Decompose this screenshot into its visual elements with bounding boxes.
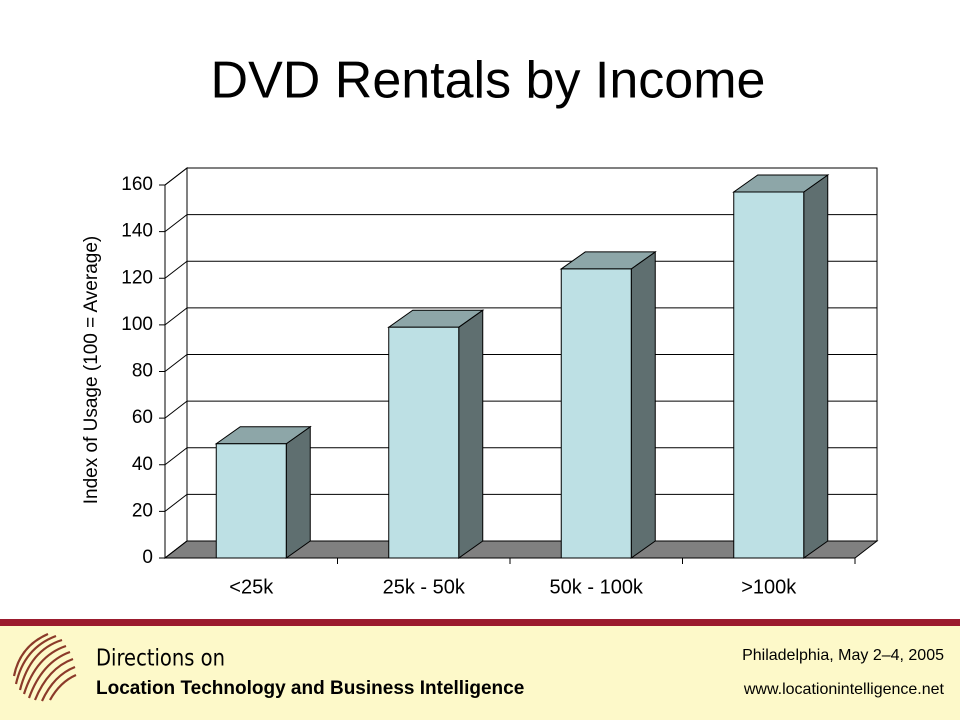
- grid-line-side: [164, 493, 188, 512]
- y-tick-label: 40: [132, 454, 153, 475]
- grid-line-side: [164, 214, 188, 233]
- bar-front: [733, 191, 805, 559]
- footer-event: Philadelphia, May 2–4, 2005: [742, 647, 944, 664]
- logo: [12, 632, 77, 702]
- bar: [387, 309, 485, 559]
- bar: [559, 250, 657, 559]
- grid-line-side: [164, 447, 188, 466]
- y-tick-label: 60: [132, 407, 153, 428]
- y-tick-label: 0: [142, 547, 153, 568]
- grid-line-side: [164, 354, 188, 372]
- grid-line-side: [164, 260, 188, 279]
- bar-front: [560, 268, 632, 559]
- y-tick-label: 120: [121, 267, 153, 288]
- footer-rule: [0, 619, 960, 626]
- y-tick-label: 20: [132, 500, 153, 521]
- footer-band: [0, 626, 960, 720]
- chart-title: DVD Rentals by Income: [211, 52, 766, 110]
- x-tick-label: >100k: [741, 576, 797, 598]
- y-tick-label: 160: [121, 174, 153, 195]
- bar-front: [388, 326, 460, 559]
- x-tick-label: 25k - 50k: [383, 576, 466, 598]
- bar-side: [458, 309, 484, 559]
- bar-side: [285, 425, 311, 559]
- footer-url: www.locationintelligence.net: [743, 681, 945, 698]
- grid-line-side: [164, 540, 188, 559]
- y-tick-label: 80: [132, 361, 153, 382]
- plot: 0 20 40 60 80 100 120 140 160 <25k 25k - 50k 50k - …: [121, 166, 879, 598]
- bar-side: [803, 174, 829, 559]
- x-tick-label: <25k: [229, 576, 274, 598]
- bar-front: [215, 443, 287, 559]
- y-axis-label: Index of Usage (100 = Average): [81, 236, 102, 504]
- bar: [214, 425, 312, 559]
- footer-tagline: Location Technology and Business Intelli…: [96, 678, 524, 699]
- bar: [732, 174, 830, 559]
- y-tick-label: 140: [121, 221, 153, 242]
- bar-side: [630, 250, 656, 559]
- grid-line-side: [164, 307, 188, 326]
- y-tick-label: 100: [121, 314, 153, 335]
- x-tick-label: 50k - 100k: [550, 576, 644, 598]
- footer-brand: Directions on: [96, 645, 225, 672]
- grid-line-side: [164, 167, 188, 186]
- grid-line-side: [164, 400, 188, 419]
